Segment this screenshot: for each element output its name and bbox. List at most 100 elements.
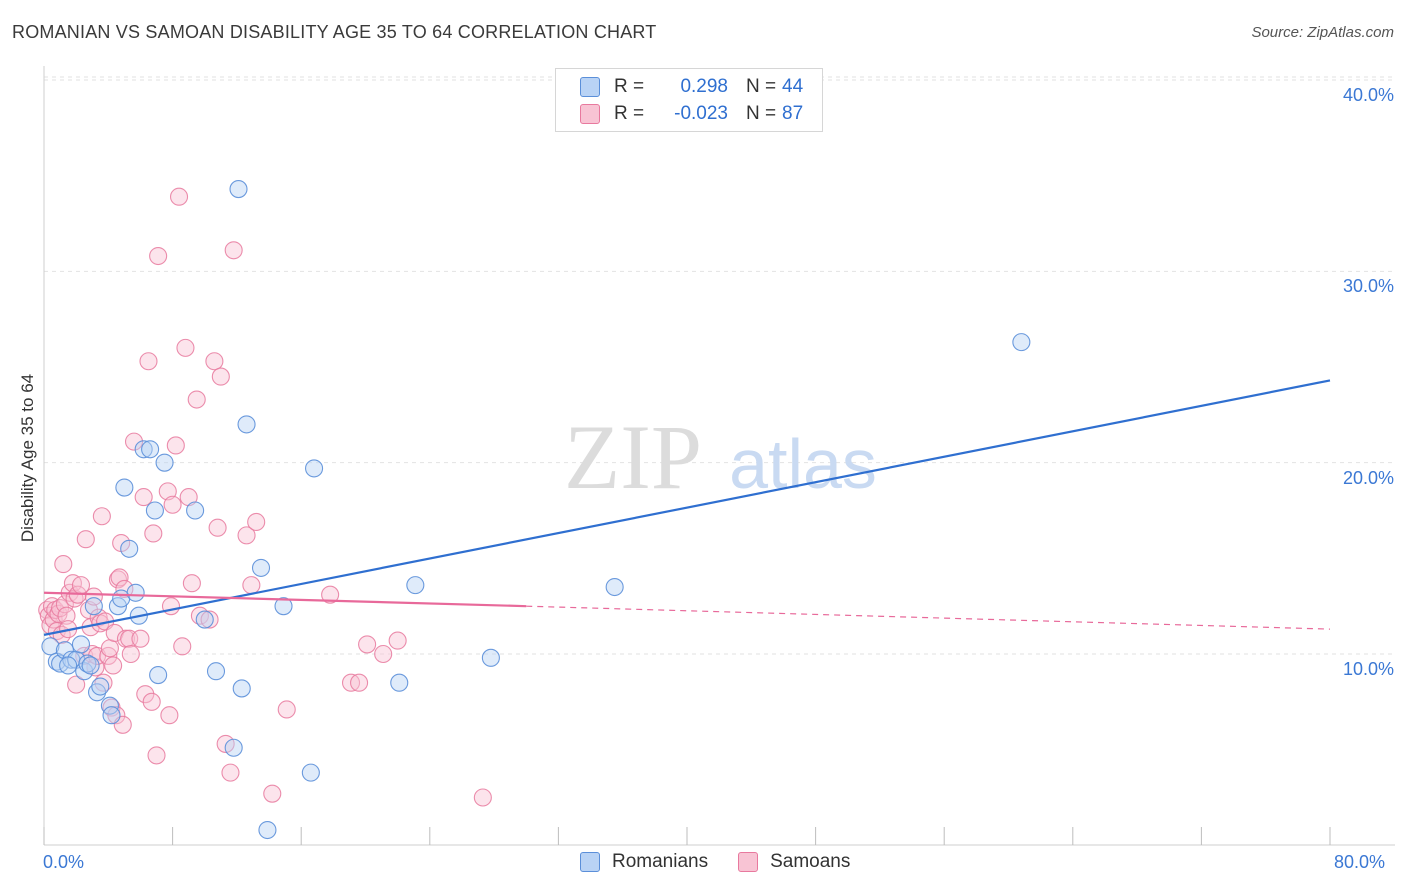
samoan-point bbox=[277, 700, 296, 719]
romanians-trend-line bbox=[43, 379, 1331, 636]
samoan-point bbox=[350, 673, 369, 692]
samoan-point bbox=[92, 507, 111, 526]
y-tick-label: 30.0% bbox=[1342, 276, 1394, 297]
samoans-trend-extension bbox=[526, 605, 1331, 630]
samoan-point bbox=[55, 595, 74, 614]
romanian-point bbox=[274, 597, 293, 616]
samoan-point bbox=[149, 246, 168, 266]
romanian-point bbox=[41, 637, 60, 656]
romanian-point bbox=[305, 459, 324, 478]
r-label: R = bbox=[614, 76, 645, 97]
legend-row-romanians: R = 0.298 N = 44 bbox=[580, 75, 803, 99]
romanian-point bbox=[224, 738, 243, 757]
samoan-point bbox=[76, 530, 95, 549]
romanian-point bbox=[81, 656, 100, 675]
romanian-point bbox=[78, 654, 97, 673]
romanian-point bbox=[251, 558, 271, 577]
n-value: 87 bbox=[782, 103, 804, 124]
romanian-point bbox=[91, 677, 110, 696]
romanian-point bbox=[605, 577, 624, 597]
romanian-point bbox=[237, 415, 256, 434]
samoan-point bbox=[67, 675, 86, 694]
samoan-point bbox=[166, 436, 185, 455]
chart-title: ROMANIAN VS SAMOAN DISABILITY AGE 35 TO … bbox=[12, 22, 657, 42]
samoan-point bbox=[131, 629, 150, 648]
y-tick-label: 20.0% bbox=[1342, 467, 1394, 488]
samoan-point bbox=[358, 635, 377, 654]
samoan-point bbox=[242, 576, 261, 595]
romanian-point bbox=[84, 597, 103, 616]
legend-label-samoans: Samoans bbox=[770, 851, 851, 872]
samoan-point bbox=[99, 646, 118, 665]
samoan-point bbox=[134, 488, 153, 507]
romanian-point bbox=[481, 648, 500, 667]
samoan-point bbox=[321, 585, 340, 604]
romanian-point bbox=[87, 683, 107, 702]
samoans-swatch bbox=[738, 852, 759, 872]
samoan-point bbox=[147, 746, 166, 765]
romanian-point bbox=[1012, 333, 1031, 352]
legend-item-samoans[interactable]: Samoans bbox=[738, 851, 850, 873]
romanian-point bbox=[229, 180, 248, 199]
romanian-point bbox=[155, 453, 174, 472]
n-label: N = bbox=[746, 103, 777, 124]
romanian-point bbox=[126, 583, 145, 602]
samoan-point bbox=[100, 639, 119, 658]
y-axis-label: Disability Age 35 to 64 bbox=[18, 373, 37, 543]
watermark-zip: ZIP bbox=[564, 406, 702, 508]
samoan-point bbox=[388, 631, 407, 650]
samoans-points bbox=[38, 187, 492, 807]
legend-item-romanians[interactable]: Romanians bbox=[580, 851, 708, 873]
n-value: 44 bbox=[782, 76, 804, 97]
romanian-point bbox=[232, 679, 251, 698]
samoan-point bbox=[237, 526, 256, 545]
y-tick-label: 10.0% bbox=[1342, 659, 1394, 679]
romanians-points bbox=[41, 180, 1031, 840]
samoan-point bbox=[176, 338, 195, 357]
samoan-point bbox=[163, 495, 182, 514]
r-value: -0.023 bbox=[674, 103, 728, 124]
romanian-point bbox=[301, 763, 320, 782]
r-value: 0.298 bbox=[680, 76, 728, 97]
samoan-point bbox=[107, 706, 126, 725]
romanian-point bbox=[102, 706, 121, 725]
samoan-point bbox=[205, 352, 224, 371]
samoan-point bbox=[124, 432, 144, 451]
samoan-point bbox=[136, 685, 155, 704]
samoan-point bbox=[173, 637, 192, 656]
samoan-point bbox=[221, 763, 240, 782]
romanian-point bbox=[120, 539, 139, 558]
samoan-point bbox=[187, 390, 206, 409]
samoan-point bbox=[115, 579, 134, 598]
samoan-point bbox=[104, 656, 123, 675]
x-tick-max: 80.0% bbox=[1334, 852, 1386, 872]
samoan-point bbox=[224, 241, 243, 260]
samoan-point bbox=[169, 187, 189, 206]
romanian-point bbox=[115, 478, 134, 497]
samoan-point bbox=[473, 788, 492, 807]
r-label: R = bbox=[614, 103, 645, 124]
samoan-point bbox=[158, 482, 177, 501]
samoan-point bbox=[161, 597, 181, 616]
romanian-point bbox=[195, 610, 214, 629]
romanian-point bbox=[390, 673, 409, 692]
romanian-point bbox=[59, 656, 78, 675]
samoan-point bbox=[121, 644, 140, 664]
romanians-swatch bbox=[580, 77, 600, 97]
correlation-legend: R = 0.298 N = 44 R = -0.023 N = 87 bbox=[555, 68, 823, 132]
samoans-trend-line bbox=[43, 591, 527, 608]
romanian-point bbox=[134, 440, 153, 459]
romanian-point bbox=[141, 440, 160, 459]
romanian-point bbox=[100, 696, 119, 715]
samoan-point bbox=[208, 518, 227, 537]
romanian-point bbox=[71, 635, 91, 654]
legend-label-romanians: Romanians bbox=[612, 851, 709, 872]
axes bbox=[43, 66, 1395, 846]
watermark: ZIP atlas bbox=[564, 406, 877, 508]
samoan-point bbox=[57, 606, 76, 625]
romanian-point bbox=[149, 665, 168, 685]
source-label: Source: ZipAtlas.com bbox=[1251, 24, 1394, 41]
samoans-swatch bbox=[580, 104, 600, 124]
gridlines bbox=[44, 76, 1395, 655]
